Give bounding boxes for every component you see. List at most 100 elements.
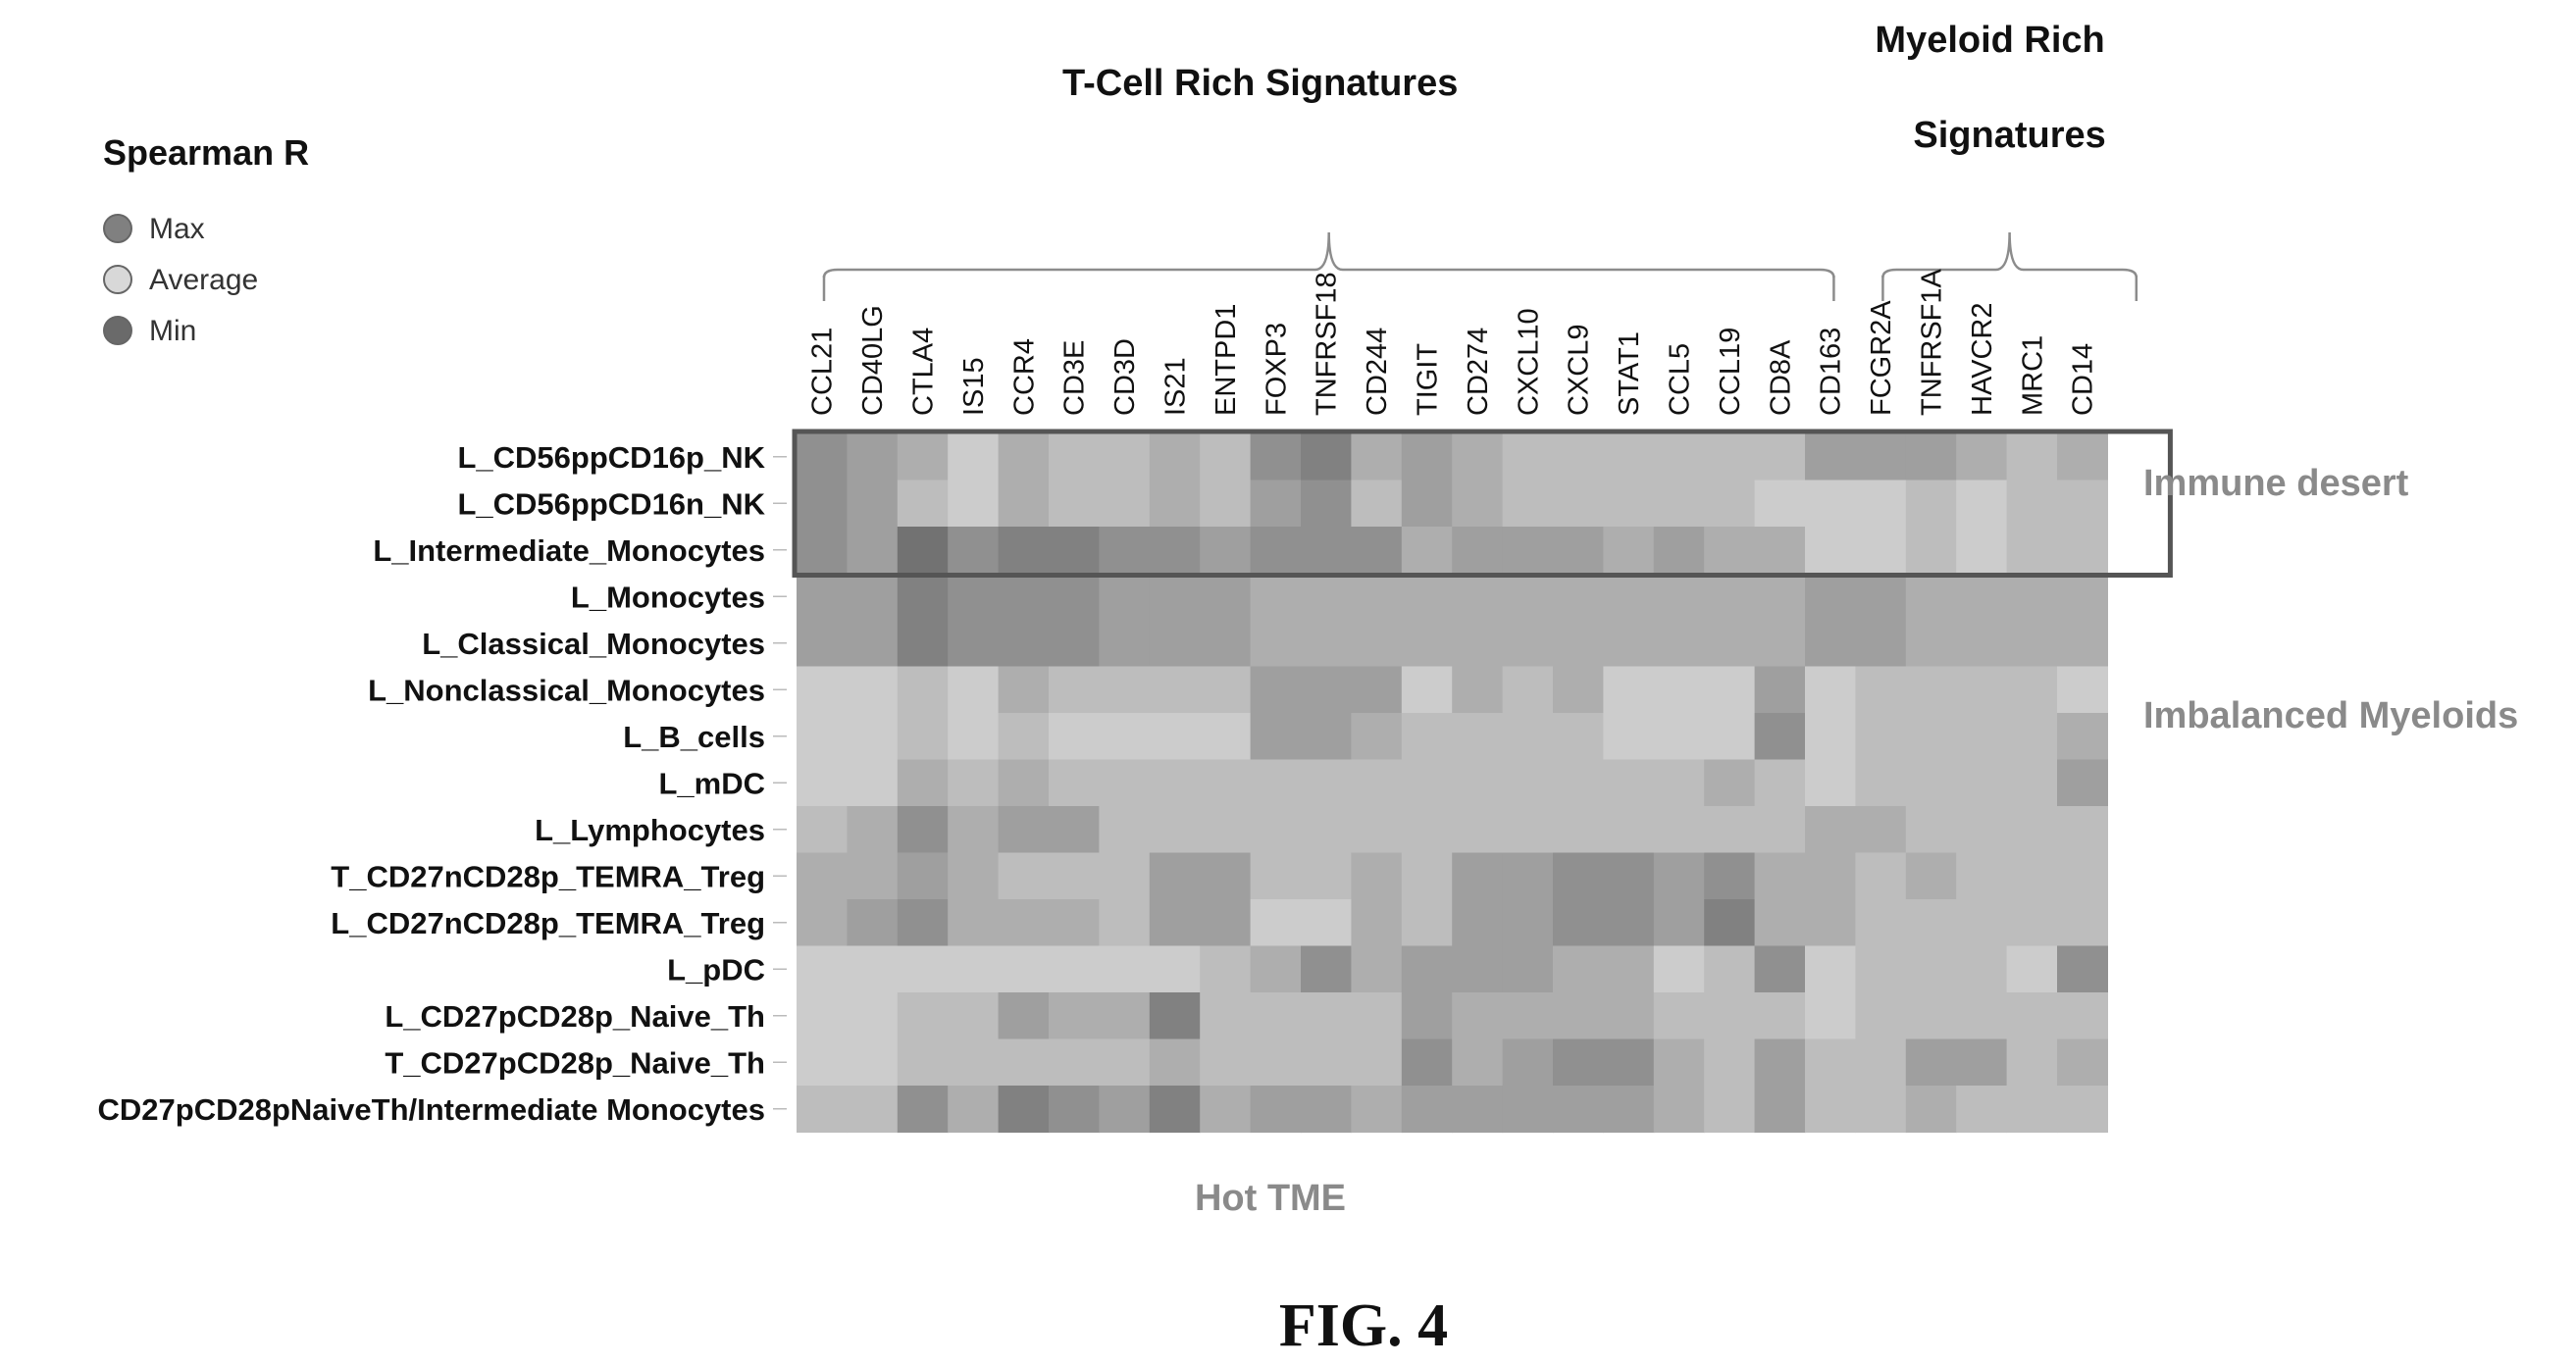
heatmap-cells	[797, 433, 2108, 1134]
heatmap-cell	[847, 852, 899, 900]
heatmap-cell	[1553, 945, 1604, 993]
row-label-l-monocytes: L_Monocytes	[571, 580, 765, 614]
heatmap-cell	[1956, 480, 2008, 528]
heatmap-cell	[1754, 992, 1806, 1040]
heatmap-cell	[1452, 713, 1504, 761]
heatmap-cell	[1200, 620, 1252, 668]
heatmap-cell	[1704, 620, 1756, 668]
immune-desert-box	[792, 429, 2173, 578]
heatmap-cell	[1603, 1086, 1655, 1134]
heatmap-cell	[1099, 945, 1151, 993]
heatmap-cell	[1905, 992, 1957, 1040]
heatmap-cell	[1805, 666, 1856, 714]
heatmap-cell	[1805, 480, 1856, 528]
heatmap-cell	[948, 666, 1000, 714]
heatmap-cell	[948, 1038, 1000, 1087]
heatmap-cell	[1301, 480, 1352, 528]
heatmap-cell	[1553, 433, 1604, 481]
heatmap-cell	[1401, 992, 1453, 1040]
heatmap-cell	[1452, 806, 1504, 854]
heatmap-cell	[1956, 899, 2008, 947]
heatmap-cell	[1099, 480, 1151, 528]
heatmap-cell	[1200, 433, 1252, 481]
legend-swatch-max	[103, 214, 132, 243]
heatmap-cell	[1099, 992, 1151, 1040]
heatmap-cell	[797, 852, 848, 900]
heatmap-cell	[1250, 666, 1302, 714]
heatmap-cell	[2057, 992, 2108, 1040]
heatmap-cell	[847, 806, 899, 854]
heatmap-cell	[1301, 945, 1352, 993]
heatmap-cell	[847, 992, 899, 1040]
heatmap-cell	[2006, 806, 2058, 854]
heatmap-cell	[1200, 480, 1252, 528]
column-label-entpd1: ENTPD1	[1211, 304, 1242, 416]
column-label-cd244: CD244	[1362, 328, 1393, 416]
row-label-cd27pcd28pnaiveth-intermediate-monocytes: CD27pCD28pNaiveTh/Intermediate Monocytes	[98, 1092, 765, 1127]
heatmap-cell	[897, 759, 949, 807]
heatmap-cell	[1956, 666, 2008, 714]
heatmap-cell	[1049, 899, 1100, 947]
heatmap-cell	[1603, 527, 1655, 575]
heatmap-cell	[1905, 945, 1957, 993]
heatmap-cell	[1603, 713, 1655, 761]
heatmap-cell	[1704, 713, 1756, 761]
heatmap-cell	[1553, 480, 1604, 528]
heatmap-cell	[1553, 759, 1604, 807]
heatmap-cell	[1653, 852, 1705, 900]
heatmap-cell	[1200, 1038, 1252, 1087]
heatmap-cell	[847, 620, 899, 668]
heatmap-cell	[1956, 713, 2008, 761]
column-label-tigit: TIGIT	[1413, 343, 1444, 416]
heatmap-cell	[1653, 480, 1705, 528]
heatmap-cell	[1200, 573, 1252, 621]
heatmap-cell	[1351, 666, 1403, 714]
heatmap-cell	[1704, 759, 1756, 807]
heatmap-cell	[948, 620, 1000, 668]
heatmap-cell	[1653, 899, 1705, 947]
heatmap-cell	[1049, 480, 1100, 528]
heatmap-cell	[998, 759, 1050, 807]
heatmap-cell	[1603, 945, 1655, 993]
heatmap-cell	[1351, 759, 1403, 807]
heatmap-cell	[1452, 666, 1504, 714]
heatmap-cell	[1049, 806, 1100, 854]
heatmap-cell	[1553, 852, 1604, 900]
heatmap-cell	[847, 527, 899, 575]
heatmap-cell	[1452, 945, 1504, 993]
heatmap-cell	[1855, 899, 1907, 947]
heatmap-cell	[1704, 992, 1756, 1040]
heatmap-cell	[1401, 1038, 1453, 1087]
heatmap-cell	[1805, 573, 1856, 621]
heatmap-cell	[1401, 573, 1453, 621]
heatmap-cell	[2006, 759, 2058, 807]
heatmap-cell	[1049, 433, 1100, 481]
heatmap-cell	[1351, 620, 1403, 668]
heatmap-cell	[1855, 759, 1907, 807]
heatmap-cell	[1502, 573, 1554, 621]
heatmap-cell	[897, 1038, 949, 1087]
heatmap-cell	[1452, 992, 1504, 1040]
heatmap-cell	[1553, 527, 1604, 575]
heatmap-cell	[2006, 433, 2058, 481]
heatmap-cell	[1754, 806, 1806, 854]
heatmap-cell	[1805, 527, 1856, 575]
column-label-cd163: CD163	[1816, 328, 1847, 416]
heatmap-cell	[948, 573, 1000, 621]
heatmap-cell	[1200, 527, 1252, 575]
heatmap-cell	[1956, 945, 2008, 993]
heatmap-cell	[1502, 806, 1554, 854]
heatmap-cell	[1351, 899, 1403, 947]
legend-label-min: Min	[149, 315, 196, 347]
heatmap-cell	[2057, 713, 2108, 761]
group-brace-myeloid-rich	[1881, 231, 2138, 278]
heatmap-cell	[1049, 573, 1100, 621]
heatmap-cell	[1704, 480, 1756, 528]
heatmap-cell	[2006, 1038, 2058, 1087]
heatmap-cell	[1401, 945, 1453, 993]
column-label-cd8a: CD8A	[1765, 339, 1796, 416]
heatmap-cell	[1250, 1038, 1302, 1087]
column-label-ccl5: CCL5	[1665, 343, 1696, 416]
heatmap-cell	[1553, 666, 1604, 714]
